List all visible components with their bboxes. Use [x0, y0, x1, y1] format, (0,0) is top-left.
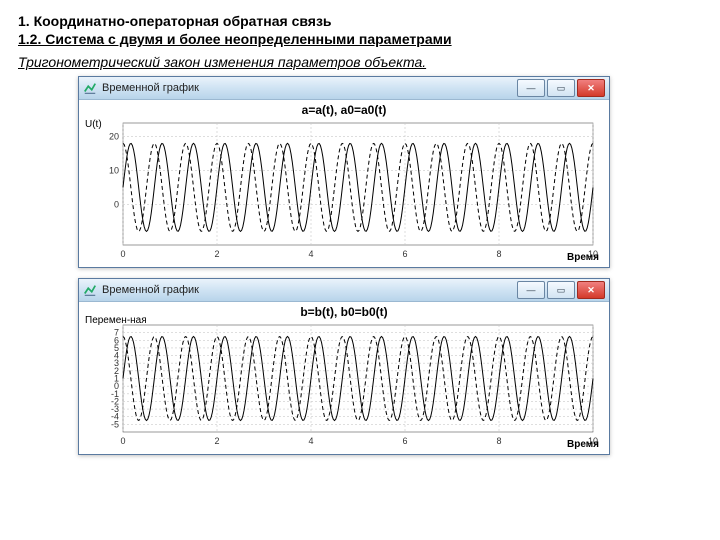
heading-line-1: 1. Координатно-операторная обратная связ… [18, 12, 702, 30]
svg-text:4: 4 [308, 249, 313, 259]
chart-title: a=a(t), a0=a0(t) [79, 100, 609, 117]
chart-title: b=b(t), b0=b0(t) [79, 302, 609, 319]
heading-line-2: 1.2. Система с двумя и более неопределен… [18, 30, 702, 48]
plot-area: -5-4-3-2-1012345670246810 [79, 319, 609, 454]
y-axis-label: U(t) [85, 119, 102, 130]
svg-text:10: 10 [109, 166, 119, 176]
y-axis-label: Перемен-ная [85, 315, 147, 326]
minimize-button[interactable]: — [517, 79, 545, 97]
maximize-button[interactable]: ▭ [547, 79, 575, 97]
window-title: Временной график [102, 82, 517, 94]
close-button[interactable]: ✕ [577, 281, 605, 299]
window-title: Временной график [102, 284, 517, 296]
maximize-button[interactable]: ▭ [547, 281, 575, 299]
svg-text:6: 6 [402, 436, 407, 446]
window-chart-b: Временной график — ▭ ✕ b=b(t), b0=b0(t) … [78, 278, 610, 455]
svg-text:0: 0 [120, 436, 125, 446]
svg-text:7: 7 [114, 328, 119, 338]
x-axis-label: Время [567, 252, 599, 263]
minimize-button[interactable]: — [517, 281, 545, 299]
svg-text:8: 8 [496, 249, 501, 259]
chart-icon [83, 283, 97, 297]
subheading: Тригонометрический закон изменения парам… [18, 54, 702, 70]
svg-text:2: 2 [214, 249, 219, 259]
svg-text:0: 0 [120, 249, 125, 259]
x-axis-label: Время [567, 439, 599, 450]
svg-text:8: 8 [496, 436, 501, 446]
window-chart-a: Временной график — ▭ ✕ a=a(t), a0=a0(t) … [78, 76, 610, 268]
svg-text:4: 4 [308, 436, 313, 446]
titlebar[interactable]: Временной график — ▭ ✕ [79, 279, 609, 302]
svg-text:2: 2 [214, 436, 219, 446]
close-button[interactable]: ✕ [577, 79, 605, 97]
svg-text:20: 20 [109, 132, 119, 142]
svg-text:6: 6 [402, 249, 407, 259]
titlebar[interactable]: Временной график — ▭ ✕ [79, 77, 609, 100]
svg-text:0: 0 [114, 200, 119, 210]
chart-icon [83, 81, 97, 95]
plot-area: 010200246810 [79, 117, 609, 267]
